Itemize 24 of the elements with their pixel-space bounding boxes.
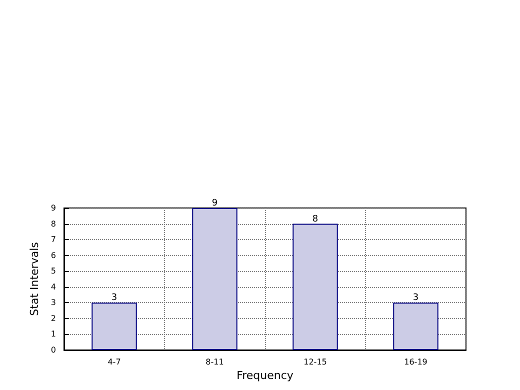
y-tick-label: 4: [50, 282, 56, 292]
x-tick-label: 4-7: [108, 358, 121, 366]
y-tick-label: 1: [50, 330, 56, 339]
x-tick-label: 8-11: [206, 358, 224, 366]
y-tick-label: 2: [50, 314, 56, 323]
y-axis-title: Stat Intervals: [28, 242, 42, 316]
y-tick-label: 0: [50, 346, 56, 354]
x-axis-title: Frequency: [236, 369, 294, 382]
bar: [292, 224, 338, 350]
data-label: 9: [212, 198, 218, 208]
bar: [393, 302, 438, 350]
y-tick-label: 6: [50, 250, 56, 260]
y-tick-label: 5: [50, 266, 56, 276]
bar: [92, 302, 137, 350]
x-tick-label: 16-19: [404, 358, 428, 366]
data-label: 3: [111, 293, 118, 304]
data-label: 3: [412, 293, 419, 304]
x-tick-label: 12-15: [304, 358, 327, 366]
y-tick-label: 7: [50, 235, 56, 244]
data-label: 8: [312, 214, 318, 224]
y-tick-label: 3: [50, 298, 56, 308]
bar: [192, 208, 238, 350]
y-tick-label: 8: [50, 219, 56, 228]
y-tick-label: 9: [50, 204, 56, 212]
